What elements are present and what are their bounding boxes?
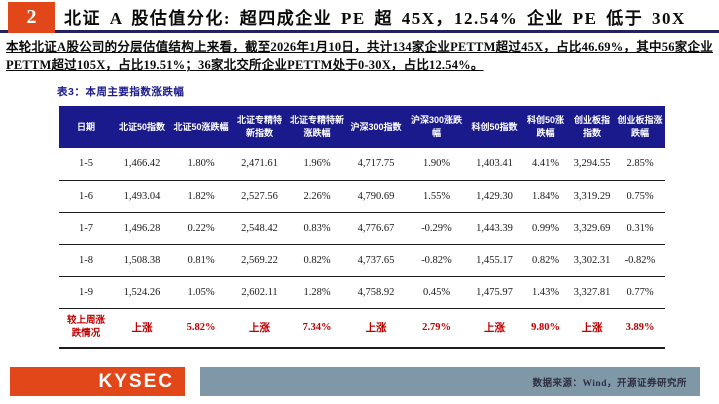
summary-cell: 9.80% [522, 308, 569, 349]
value-cell: 4,758.92 [346, 276, 406, 309]
value-cell: 4,790.69 [346, 180, 406, 213]
value-cell: 2,548.42 [231, 212, 288, 245]
column-header-2: 北证50涨跌幅 [171, 106, 231, 148]
date-cell: 1-7 [59, 212, 113, 245]
value-cell: 1.96% [288, 148, 346, 181]
slide-number-badge: 2 [8, 2, 55, 33]
value-cell: 1,443.39 [467, 212, 522, 245]
value-cell: 1.43% [522, 276, 569, 309]
value-cell: 1,466.42 [113, 148, 171, 181]
value-cell: -0.82% [615, 244, 665, 277]
table-row: 1-6 1,493.04 1.82% 2,527.56 2.26% 4,790.69 1.5… [59, 180, 665, 213]
value-cell: 3,327.81 [569, 276, 615, 309]
column-header-0: 日期 [59, 106, 113, 148]
column-header-5: 沪深300指数 [346, 106, 406, 148]
value-cell: 0.82% [288, 244, 346, 277]
summary-cell: 7.34% [288, 308, 346, 349]
value-cell: 1,455.17 [467, 244, 522, 277]
column-header-7: 科创50指数 [467, 106, 522, 148]
table-body: 1-5 1,466.42 1.80% 2,471.61 1.96% 4,717.75 1.9… [59, 148, 665, 309]
value-cell: 1.28% [288, 276, 346, 309]
value-cell: 2,569.22 [231, 244, 288, 277]
source-bar: 数据来源：Wind，开源证券研究所 [200, 367, 700, 396]
kysec-logo-text: KYSEC [98, 370, 174, 392]
value-cell: 1,524.26 [113, 276, 171, 309]
summary-row-label: 较上周涨跌情况 [59, 308, 113, 349]
value-cell: 1.80% [171, 148, 231, 181]
column-header-10: 创业板指涨跌幅 [615, 106, 665, 148]
value-cell: 3,319.29 [569, 180, 615, 213]
table-row: 1-7 1,496.28 0.22% 2,548.42 0.83% 4,776.67 -0.… [59, 212, 665, 245]
table-summary-row: 较上周涨跌情况 上涨 5.82% 上涨 7.34% 上涨 2.79% 上涨 9.80% 上涨 3.8… [59, 308, 665, 349]
value-cell: 2,527.56 [231, 180, 288, 213]
table-header-row: 日期 北证50指数 北证50涨跌幅 北证专精特新指数 北证专精特新涨跌幅 沪深300指数沪… [59, 106, 665, 148]
table-title: 表3：本周主要指数涨跌幅 [57, 86, 185, 98]
value-cell: 0.45% [406, 276, 467, 309]
value-cell: 0.99% [522, 212, 569, 245]
column-header-8: 科创50涨跌幅 [522, 106, 569, 148]
value-cell: 0.83% [288, 212, 346, 245]
value-cell: 2.85% [615, 148, 665, 181]
column-header-3: 北证专精特新指数 [231, 106, 288, 148]
value-cell: 2,471.61 [231, 148, 288, 181]
table-row: 1-5 1,466.42 1.80% 2,471.61 1.96% 4,717.75 1.9… [59, 148, 665, 181]
index-change-table: 日期 北证50指数 北证50涨跌幅 北证专精特新指数 北证专精特新涨跌幅 沪深300指数沪… [59, 106, 665, 349]
summary-cell: 上涨 [467, 308, 522, 349]
summary-paragraph: 本轮北证A股公司的分层估值结构上来看，截至2026年1月10日，共计134家企业… [6, 38, 713, 74]
value-cell: 3,294.55 [569, 148, 615, 181]
value-cell: 0.77% [615, 276, 665, 309]
summary-cell: 上涨 [569, 308, 615, 349]
value-cell: 0.81% [171, 244, 231, 277]
value-cell: 1,475.97 [467, 276, 522, 309]
column-header-9: 创业板指指数 [569, 106, 615, 148]
value-cell: 4.41% [522, 148, 569, 181]
column-header-1: 北证50指数 [113, 106, 171, 148]
value-cell: 1,496.28 [113, 212, 171, 245]
summary-cell: 3.89% [615, 308, 665, 349]
value-cell: 0.82% [522, 244, 569, 277]
summary-cell: 2.79% [406, 308, 467, 349]
value-cell: 1.90% [406, 148, 467, 181]
value-cell: 2.26% [288, 180, 346, 213]
date-cell: 1-8 [59, 244, 113, 277]
page-title: 北证 A 股估值分化: 超四成企业 PE 超 45X，12.54% 企业 PE … [64, 9, 686, 28]
data-source-text: 数据来源：Wind，开源证券研究所 [532, 378, 687, 389]
date-cell: 1-6 [59, 180, 113, 213]
value-cell: 1.84% [522, 180, 569, 213]
value-cell: 0.75% [615, 180, 665, 213]
slide-header: 2 北证 A 股估值分化: 超四成企业 PE 超 45X，12.54% 企业 P… [0, 0, 719, 33]
value-cell: 2,602.11 [231, 276, 288, 309]
value-cell: 1,429.30 [467, 180, 522, 213]
value-cell: 1,508.38 [113, 244, 171, 277]
value-cell: 4,717.75 [346, 148, 406, 181]
column-header-4: 北证专精特新涨跌幅 [288, 106, 346, 148]
date-cell: 1-9 [59, 276, 113, 309]
summary-cell: 上涨 [346, 308, 406, 349]
value-cell: 0.22% [171, 212, 231, 245]
value-cell: 1,403.41 [467, 148, 522, 181]
value-cell: 3,302.31 [569, 244, 615, 277]
value-cell: -0.82% [406, 244, 467, 277]
summary-cell: 上涨 [113, 308, 171, 349]
value-cell: 1.05% [171, 276, 231, 309]
value-cell: 1.82% [171, 180, 231, 213]
table-row: 1-9 1,524.26 1.05% 2,602.11 1.28% 4,758.92 0.4… [59, 276, 665, 309]
kysec-logo: KYSEC [10, 367, 185, 396]
value-cell: 4,737.65 [346, 244, 406, 277]
column-header-6: 沪深300涨跌幅 [406, 106, 467, 148]
value-cell: 4,776.67 [346, 212, 406, 245]
summary-cell: 上涨 [231, 308, 288, 349]
value-cell: 1,493.04 [113, 180, 171, 213]
value-cell: 1.55% [406, 180, 467, 213]
table-row: 1-8 1,508.38 0.81% 2,569.22 0.82% 4,737.65 -0.… [59, 244, 665, 277]
value-cell: 0.31% [615, 212, 665, 245]
summary-cell: 5.82% [171, 308, 231, 349]
value-cell: 3,329.69 [569, 212, 615, 245]
summary-paragraph-text: 本轮北证A股公司的分层估值结构上来看，截至2026年1月10日，共计134家企业… [6, 40, 713, 73]
value-cell: -0.29% [406, 212, 467, 245]
date-cell: 1-5 [59, 148, 113, 181]
